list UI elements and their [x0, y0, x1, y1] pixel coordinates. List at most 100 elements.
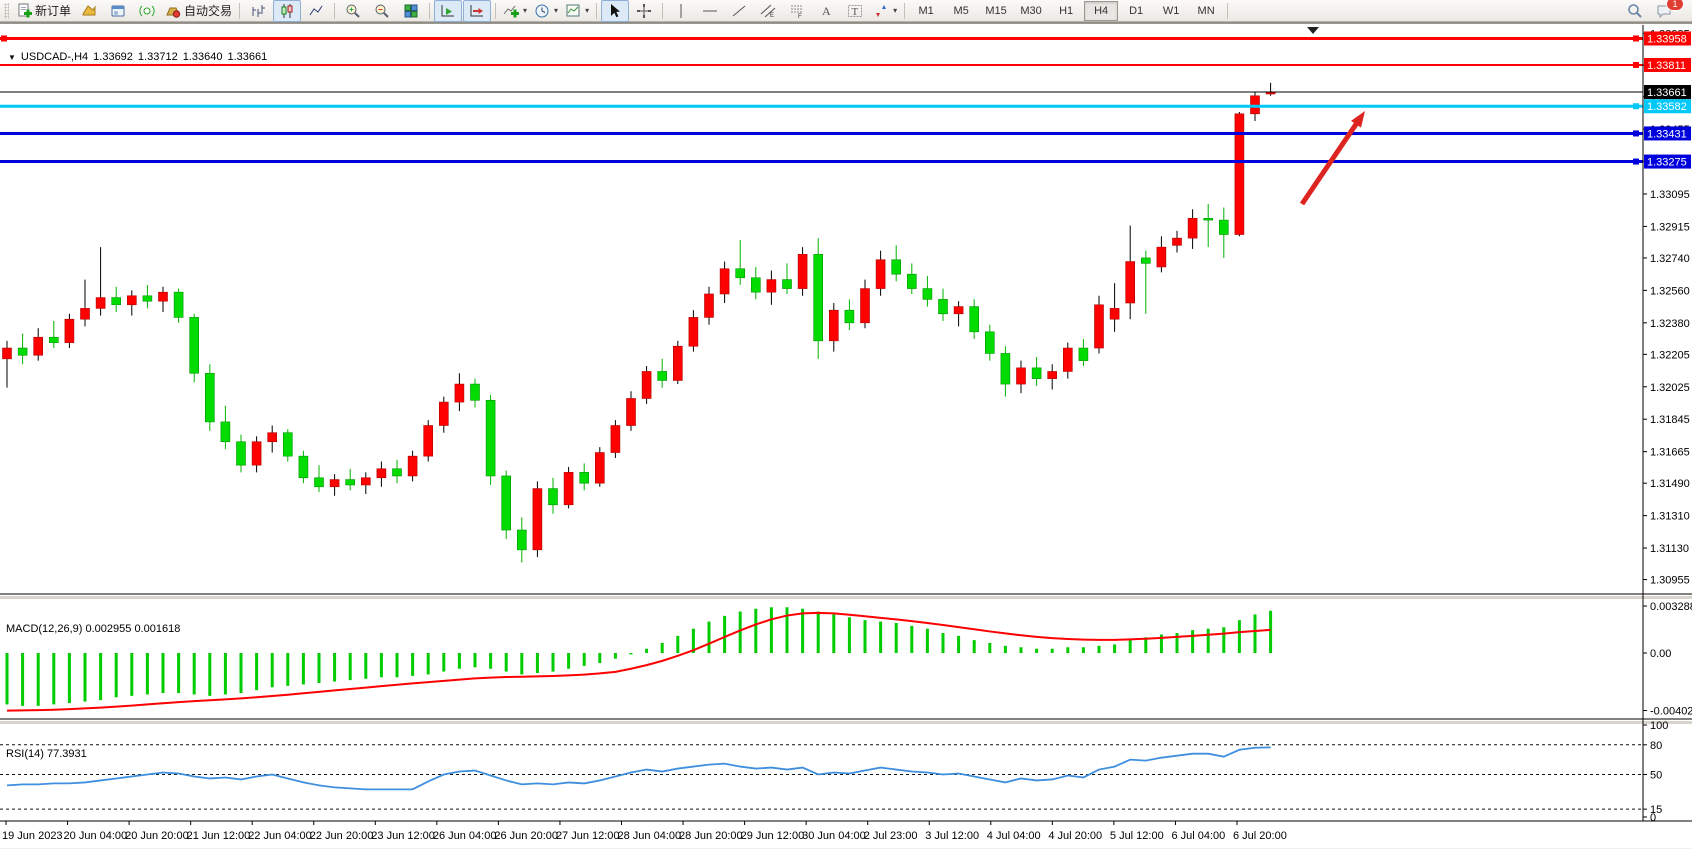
svg-text:23 Jun 12:00: 23 Jun 12:00: [371, 830, 435, 842]
market-window-icon: [111, 5, 125, 16]
svg-text:1.31665: 1.31665: [1650, 447, 1690, 459]
templates-icon: [566, 4, 580, 16]
svg-text:1.31490: 1.31490: [1650, 478, 1690, 490]
crosshair-button[interactable]: [630, 0, 658, 22]
separator: [334, 2, 336, 19]
chart-profile-button[interactable]: [75, 0, 103, 22]
autotrade-button[interactable]: 自动交易: [162, 0, 235, 22]
svg-text:1.33661: 1.33661: [1647, 87, 1687, 99]
signal-icon: [139, 5, 155, 16]
chevron-down-icon[interactable]: ▾: [893, 6, 898, 15]
candlestick-button[interactable]: [273, 0, 302, 22]
cursor-icon: [611, 3, 621, 17]
auto-scroll-button[interactable]: [434, 0, 463, 22]
templates-button[interactable]: ▾: [562, 0, 592, 22]
indicators-button[interactable]: ▾: [500, 0, 530, 22]
tab-w1[interactable]: W1: [1162, 4, 1180, 17]
svg-text:1.33958: 1.33958: [1647, 33, 1687, 45]
svg-text:4 Jul 04:00: 4 Jul 04:00: [987, 830, 1041, 842]
svg-text:100: 100: [1650, 720, 1668, 732]
new-order-button[interactable]: 新订单: [13, 0, 74, 22]
tile-windows-button[interactable]: [397, 0, 425, 22]
text-label-button[interactable]: T: [841, 0, 869, 22]
line-chart-button[interactable]: [302, 0, 330, 22]
svg-text:0.003288: 0.003288: [1650, 601, 1692, 613]
arrows-button[interactable]: ▾: [870, 0, 900, 22]
tab-m30[interactable]: M30: [1020, 4, 1042, 17]
svg-text:1.32025: 1.32025: [1650, 382, 1690, 394]
search-icon: [1628, 3, 1642, 18]
tab-m5[interactable]: M5: [953, 4, 969, 17]
svg-text:22 Jun 20:00: 22 Jun 20:00: [310, 830, 374, 842]
trendline-button[interactable]: [725, 0, 753, 22]
svg-text:28 Jun 04:00: 28 Jun 04:00: [618, 830, 682, 842]
horizontal-line-icon: [703, 10, 718, 11]
tile-windows-icon: [404, 4, 418, 17]
chevron-down-icon[interactable]: ▾: [523, 6, 528, 15]
svg-text:50: 50: [1650, 770, 1662, 782]
chat-button[interactable]: 1: [1650, 0, 1684, 22]
chart-shift-icon: [470, 4, 484, 16]
tab-m15[interactable]: M15: [985, 4, 1007, 17]
search-button[interactable]: [1621, 0, 1649, 22]
tab-mn[interactable]: MN: [1197, 4, 1215, 17]
svg-text:T: T: [852, 6, 859, 18]
svg-text:5 Jul 12:00: 5 Jul 12:00: [1110, 830, 1164, 842]
tab-d1[interactable]: D1: [1129, 4, 1144, 17]
zoom-out-icon: [375, 4, 389, 18]
svg-text:28 Jun 20:00: 28 Jun 20:00: [679, 830, 743, 842]
chart-canvas[interactable]: 1.339851.338101.336351.334551.332751.330…: [0, 23, 1692, 849]
svg-text:1.31845: 1.31845: [1650, 414, 1690, 426]
svg-text:0.00: 0.00: [1650, 648, 1671, 660]
fibonacci-button[interactable]: F: [783, 0, 811, 22]
svg-text:1.32205: 1.32205: [1650, 349, 1690, 361]
arrows-icon: [876, 4, 887, 17]
chevron-down-icon[interactable]: ▾: [585, 6, 590, 15]
bar-chart-button[interactable]: [244, 0, 272, 22]
text-button[interactable]: A: [812, 0, 840, 22]
candlestick-icon: [281, 3, 293, 18]
svg-text:20 Jun 04:00: 20 Jun 04:00: [64, 830, 128, 842]
toolbar-grip[interactable]: [4, 2, 9, 19]
svg-text:26 Jun 20:00: 26 Jun 20:00: [494, 830, 558, 842]
zoom-in-button[interactable]: [339, 0, 367, 22]
fibonacci-icon: F: [791, 5, 804, 19]
svg-text:1.33582: 1.33582: [1647, 101, 1687, 113]
signal-button[interactable]: [133, 0, 161, 22]
vertical-line-button[interactable]: [667, 0, 695, 22]
equidistant-channel-button[interactable]: E: [754, 0, 782, 22]
svg-text:-0.004027: -0.004027: [1650, 706, 1692, 718]
svg-text:27 Jun 12:00: 27 Jun 12:00: [556, 830, 620, 842]
line-chart-icon: [309, 5, 323, 15]
svg-text:1.32740: 1.32740: [1650, 253, 1690, 265]
trendline-icon: [732, 5, 746, 16]
chevron-down-icon[interactable]: ▾: [554, 6, 559, 15]
autotrade-label: 自动交易: [184, 4, 233, 18]
svg-text:2 Jul 23:00: 2 Jul 23:00: [864, 830, 918, 842]
autotrade-icon: [166, 7, 181, 18]
svg-text:1.33095: 1.33095: [1650, 189, 1690, 201]
periods-icon: [535, 4, 549, 17]
tab-h4[interactable]: H4: [1084, 0, 1119, 21]
chart-shift-button[interactable]: [463, 0, 492, 22]
separator: [904, 2, 906, 19]
periods-button[interactable]: ▾: [531, 0, 561, 22]
svg-text:80: 80: [1650, 740, 1662, 752]
cursor-button[interactable]: [601, 0, 630, 22]
zoom-in-icon: [346, 4, 360, 18]
notification-badge: 1: [1666, 0, 1684, 11]
equidistant-channel-icon: E: [760, 4, 776, 19]
tab-h1[interactable]: H1: [1059, 4, 1074, 17]
svg-text:1.32560: 1.32560: [1650, 285, 1690, 297]
vertical-line-icon: [680, 3, 682, 18]
horizontal-line-button[interactable]: [696, 0, 724, 22]
auto-scroll-icon: [441, 4, 455, 16]
svg-text:1.31130: 1.31130: [1650, 543, 1689, 555]
zoom-out-button[interactable]: [368, 0, 396, 22]
svg-text:30 Jun 04:00: 30 Jun 04:00: [802, 830, 866, 842]
tab-m1[interactable]: M1: [918, 4, 934, 17]
toolbar: 新订单 自动交易 ▾ ▾: [0, 0, 1692, 22]
market-window-button[interactable]: [104, 0, 132, 22]
chart-window: 1.339851.338101.336351.334551.332751.330…: [0, 22, 1692, 848]
svg-text:22 Jun 04:00: 22 Jun 04:00: [248, 830, 312, 842]
